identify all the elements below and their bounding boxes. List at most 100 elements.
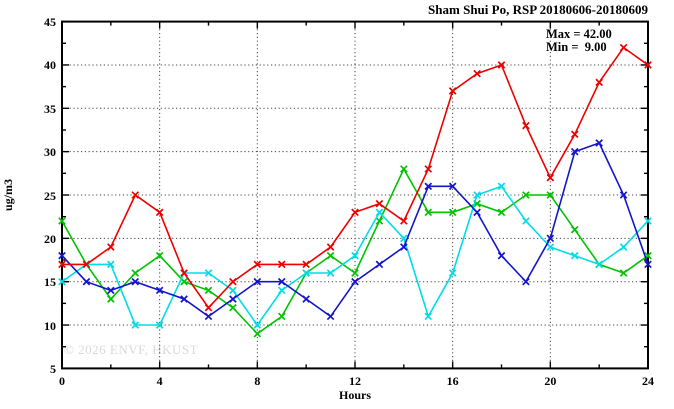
series-red-marker xyxy=(644,61,652,69)
plot-border xyxy=(61,20,649,370)
series-green-marker xyxy=(180,277,188,286)
series-blue-marker xyxy=(82,277,91,286)
series-blue-marker xyxy=(351,277,359,286)
series-blue-marker xyxy=(326,312,335,321)
series-green-marker xyxy=(204,286,213,295)
series-cyan xyxy=(58,182,652,329)
series-green-marker xyxy=(229,303,237,312)
series-blue-marker xyxy=(644,260,652,269)
series-cyan-marker xyxy=(546,243,555,251)
series-cyan-marker xyxy=(400,234,408,243)
series-red-marker xyxy=(155,208,164,217)
series-red-marker xyxy=(82,260,91,269)
y-axis-label: ug/m3 xyxy=(1,179,15,212)
series-cyan-marker xyxy=(644,217,652,225)
series-red-marker xyxy=(424,165,433,173)
series-blue-marker xyxy=(424,182,433,191)
series-blue-marker xyxy=(619,191,628,199)
series-red-marker xyxy=(229,277,237,286)
series-green-marker xyxy=(424,208,433,217)
series-blue-marker xyxy=(522,277,530,286)
series-cyan-marker xyxy=(570,251,579,260)
series-blue-marker xyxy=(473,208,481,217)
series-cyan-marker xyxy=(204,269,213,277)
series-cyan-marker xyxy=(229,286,237,295)
series-green-marker xyxy=(277,312,286,321)
series-cyan-marker xyxy=(619,243,628,251)
y-tick-label-15: 15 xyxy=(44,275,56,290)
series-red-marker xyxy=(375,199,384,208)
series-red-marker xyxy=(326,243,335,251)
series-blue-marker xyxy=(107,286,115,295)
series-green-marker xyxy=(253,329,262,338)
y-tick-label-25: 25 xyxy=(44,188,56,203)
series-green-marker xyxy=(619,269,628,277)
y-tick-label-5: 5 xyxy=(50,361,56,376)
series-green-marker xyxy=(351,269,359,277)
series-blue-marker xyxy=(253,277,262,286)
series-green-marker xyxy=(375,217,384,225)
series-cyan-marker xyxy=(424,312,433,321)
series-blue-marker xyxy=(277,277,286,286)
series-blue-marker xyxy=(546,234,555,243)
series-blue-marker xyxy=(400,243,408,251)
series-green-marker xyxy=(58,217,66,225)
y-tick-label-40: 40 xyxy=(44,58,56,73)
series-green-marker xyxy=(497,208,506,217)
series-red-marker xyxy=(619,43,628,52)
series-blue-marker xyxy=(448,182,457,191)
series-red-marker xyxy=(497,61,506,69)
series-red-marker xyxy=(546,173,555,182)
x-tick-label-24: 24 xyxy=(642,374,654,388)
series-blue-marker xyxy=(375,260,384,269)
watermark: © 2026 ENVF, HKUST xyxy=(64,342,199,357)
series-red-marker xyxy=(253,260,262,269)
x-tick-label-12: 12 xyxy=(349,374,361,388)
series-red-marker xyxy=(131,191,140,199)
x-axis-label: Hours xyxy=(338,388,371,402)
series-green-marker xyxy=(473,199,481,208)
series-cyan-marker xyxy=(448,269,457,277)
max-value-label: Max = 42.00 xyxy=(546,27,612,41)
x-tick-label-20: 20 xyxy=(544,374,557,388)
series-red-marker xyxy=(107,243,115,251)
series-red-marker xyxy=(302,260,310,269)
series-green-marker xyxy=(522,191,530,199)
series-green-marker xyxy=(448,208,457,217)
series-blue-marker xyxy=(155,286,164,295)
series-red-marker xyxy=(595,78,603,87)
min-value-label: Min = 9.00 xyxy=(546,40,607,54)
series-cyan-marker xyxy=(522,217,530,225)
series-red-marker xyxy=(522,121,530,130)
series-cyan-marker xyxy=(375,208,384,217)
series-cyan-marker xyxy=(253,321,262,329)
x-tick-label-4: 4 xyxy=(156,374,163,388)
series-cyan-marker xyxy=(58,277,66,286)
x-tick-label-16: 16 xyxy=(446,374,459,388)
series-red-marker xyxy=(58,260,66,269)
series-cyan-marker xyxy=(326,269,335,277)
series-cyan-marker xyxy=(473,191,481,199)
series-red-marker xyxy=(277,260,286,269)
series-blue-marker xyxy=(497,251,506,260)
series-cyan-marker xyxy=(497,182,506,191)
series-blue-marker xyxy=(595,139,603,147)
series-red-marker xyxy=(400,217,408,225)
x-tick-label-8: 8 xyxy=(254,374,261,388)
series-green-marker xyxy=(107,295,115,303)
series-green-marker xyxy=(570,225,579,234)
series-cyan-marker xyxy=(155,321,164,329)
series-green-marker xyxy=(155,251,164,260)
series-red-marker xyxy=(570,130,579,139)
series-green-marker xyxy=(546,191,555,199)
y-tick-label-30: 30 xyxy=(44,145,56,160)
y-tick-label-35: 35 xyxy=(44,101,56,116)
series-cyan-marker xyxy=(595,260,603,269)
chart-title: Sham Shui Po, RSP 20180606-20180609 xyxy=(428,2,648,17)
series-cyan-marker xyxy=(302,269,310,277)
series-blue xyxy=(58,139,652,321)
series-red-marker xyxy=(473,69,481,78)
series-blue-marker xyxy=(58,251,66,260)
